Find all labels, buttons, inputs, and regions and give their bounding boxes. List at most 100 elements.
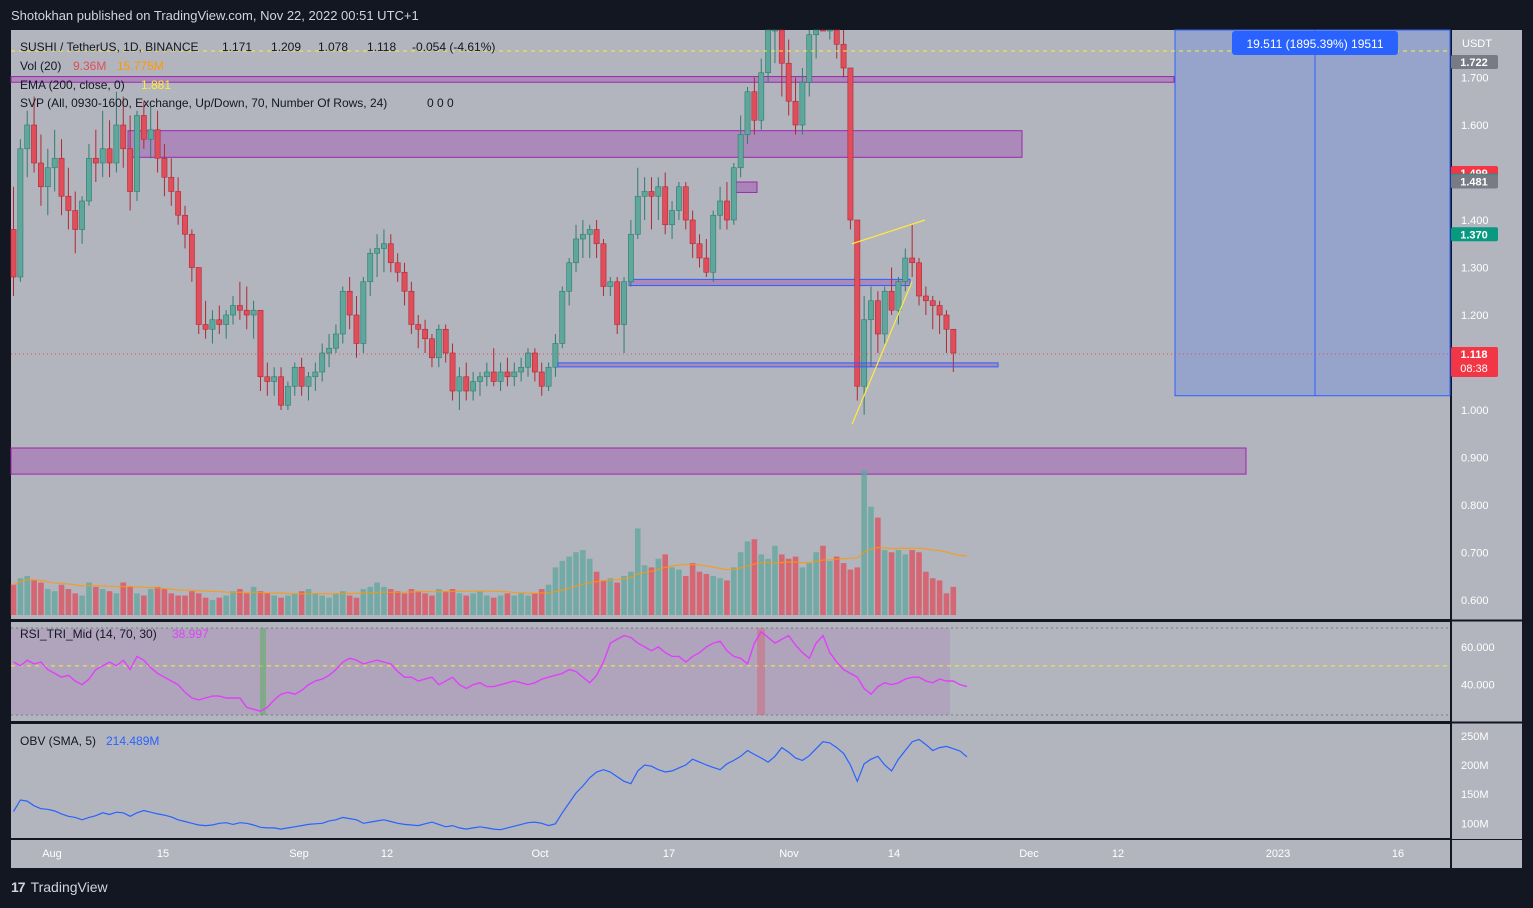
volume-bar[interactable] xyxy=(449,589,456,615)
volume-bar[interactable] xyxy=(230,591,236,615)
volume-bar[interactable] xyxy=(614,582,620,615)
volume-bar[interactable] xyxy=(86,582,92,615)
volume-bar[interactable] xyxy=(24,576,31,615)
candle-body[interactable] xyxy=(291,366,298,387)
volume-bar[interactable] xyxy=(189,591,195,615)
candle-body[interactable] xyxy=(902,257,909,283)
volume-bar[interactable] xyxy=(243,593,250,615)
volume-bar[interactable] xyxy=(792,556,799,615)
volume-bar[interactable] xyxy=(511,595,518,615)
volume-bar[interactable] xyxy=(484,595,490,615)
price-pane[interactable] xyxy=(11,30,1450,619)
candle-body[interactable] xyxy=(881,290,888,335)
volume-bar[interactable] xyxy=(758,554,765,615)
candle-body[interactable] xyxy=(456,376,463,392)
volume-bar[interactable] xyxy=(264,593,271,615)
tradingview-logo[interactable]: 17 TradingView xyxy=(11,879,108,895)
candle-body[interactable] xyxy=(264,376,271,382)
candle-body[interactable] xyxy=(888,290,895,311)
volume-bar[interactable] xyxy=(168,593,175,615)
volume-bar[interactable] xyxy=(703,573,710,615)
candle-body[interactable] xyxy=(10,229,17,278)
trendline-lower[interactable] xyxy=(851,281,913,425)
resistance-box[interactable] xyxy=(628,278,911,287)
volume-bar[interactable] xyxy=(772,545,778,615)
candle-body[interactable] xyxy=(394,262,401,273)
rsi-line[interactable] xyxy=(13,630,968,712)
candle-body[interactable] xyxy=(696,243,703,259)
volume-bar[interactable] xyxy=(600,580,607,615)
candle-body[interactable] xyxy=(79,200,85,230)
candle-body[interactable] xyxy=(717,200,723,216)
volume-bar[interactable] xyxy=(346,595,353,615)
volume-bar[interactable] xyxy=(929,578,936,615)
volume-bar[interactable] xyxy=(65,589,72,615)
candle-body[interactable] xyxy=(374,248,380,254)
volume-bar[interactable] xyxy=(120,582,127,615)
candle-body[interactable] xyxy=(182,214,188,235)
candle-body[interactable] xyxy=(490,371,497,382)
zone-rect[interactable] xyxy=(10,76,1175,83)
candle-body[interactable] xyxy=(168,176,175,192)
candle-body[interactable] xyxy=(86,157,92,202)
volume-bar[interactable] xyxy=(93,586,99,615)
volume-bar[interactable] xyxy=(518,593,524,615)
volume-bar[interactable] xyxy=(682,576,689,615)
volume-bar[interactable] xyxy=(401,593,408,615)
volume-bar[interactable] xyxy=(902,554,909,615)
volume-bar[interactable] xyxy=(298,591,305,615)
volume-bar[interactable] xyxy=(58,584,65,615)
candle-body[interactable] xyxy=(895,281,902,311)
volume-bar[interactable] xyxy=(312,593,319,615)
volume-bar[interactable] xyxy=(456,593,463,615)
volume-bar[interactable] xyxy=(497,595,504,615)
candle-body[interactable] xyxy=(202,324,209,330)
volume-bar[interactable] xyxy=(134,593,140,615)
candle-body[interactable] xyxy=(31,124,37,164)
candle-body[interactable] xyxy=(799,81,806,126)
candle-body[interactable] xyxy=(477,376,483,382)
candle-body[interactable] xyxy=(525,352,531,368)
volume-bar[interactable] xyxy=(257,591,264,615)
candle-body[interactable] xyxy=(429,338,435,359)
obv-pane[interactable] xyxy=(11,724,1450,838)
volume-bar[interactable] xyxy=(147,589,154,615)
volume-bar[interactable] xyxy=(182,595,188,615)
candle-body[interactable] xyxy=(655,186,662,197)
price-badge[interactable]: 1.370 xyxy=(1451,227,1498,242)
volume-bar[interactable] xyxy=(628,571,634,615)
volume-bar[interactable] xyxy=(936,580,943,615)
candle-body[interactable] xyxy=(271,376,278,382)
zone-rect[interactable] xyxy=(127,130,1023,158)
volume-bar[interactable] xyxy=(580,550,586,615)
volume-bar[interactable] xyxy=(477,591,483,615)
candle-body[interactable] xyxy=(284,385,291,406)
candle-body[interactable] xyxy=(813,29,820,36)
volume-bar[interactable] xyxy=(326,597,332,615)
volume-bar[interactable] xyxy=(374,582,380,615)
candle-body[interactable] xyxy=(854,219,861,387)
candle-body[interactable] xyxy=(868,300,874,321)
volume-bar[interactable] xyxy=(641,565,648,615)
volume-bar[interactable] xyxy=(72,593,79,615)
volume-bar[interactable] xyxy=(854,567,861,615)
candle-body[interactable] xyxy=(134,115,140,192)
volume-bar[interactable] xyxy=(573,552,579,615)
volume-bar[interactable] xyxy=(806,563,813,615)
volume-bar[interactable] xyxy=(909,550,915,615)
candle-body[interactable] xyxy=(58,157,65,197)
candle-body[interactable] xyxy=(847,67,854,221)
volume-bar[interactable] xyxy=(525,595,531,615)
volume-bar[interactable] xyxy=(237,589,243,615)
volume-bar[interactable] xyxy=(875,517,881,615)
volume-bar[interactable] xyxy=(202,597,209,615)
volume-bar[interactable] xyxy=(813,552,819,615)
volume-bar[interactable] xyxy=(799,567,806,615)
price-badge[interactable]: 1.118 08:38 xyxy=(1451,346,1498,377)
volume-bar[interactable] xyxy=(827,560,833,615)
candle-body[interactable] xyxy=(326,347,332,354)
candle-body[interactable] xyxy=(806,34,813,83)
volume-bar[interactable] xyxy=(422,593,428,615)
candle-body[interactable] xyxy=(140,115,147,140)
volume-bar[interactable] xyxy=(10,584,17,615)
